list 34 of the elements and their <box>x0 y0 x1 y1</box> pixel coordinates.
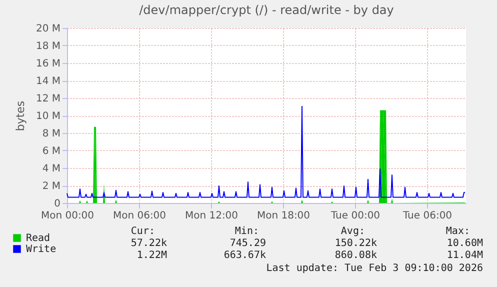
x-tick-label: Mon 06:00 <box>112 210 166 222</box>
y-tick-label: 16 M <box>36 58 60 70</box>
y-tick-label: 2 M <box>42 181 60 192</box>
text: Last update: Tue Feb 3 09:10:00 2026 <box>266 263 483 274</box>
x-tick-label: Tue 06:00 <box>402 210 452 222</box>
text: Min: <box>234 226 259 237</box>
x-tick-label: Tue 00:00 <box>330 210 380 222</box>
y-tick-label: 0 <box>54 198 60 210</box>
text: Cur: <box>130 226 155 237</box>
text: 57.22k <box>130 238 167 249</box>
legend-label: Write <box>26 244 56 255</box>
chart-title: /dev/mapper/crypt (/) - read/write - by day <box>139 3 394 17</box>
y-tick-label: 12 M <box>36 94 60 104</box>
text: 860.08k <box>334 250 377 261</box>
y-tick-label: 10 M <box>36 111 60 122</box>
y-tick-label: 8 M <box>42 128 60 140</box>
text: 663.67k <box>224 250 266 261</box>
y-tick-label: 4 M <box>42 164 60 174</box>
x-tick-label: Mon 12:00 <box>184 210 238 222</box>
text: 745.29 <box>230 238 266 249</box>
text: Max: <box>446 226 470 237</box>
text: Avg: <box>340 226 365 237</box>
legend-label: Read <box>26 233 50 244</box>
text: 10.60M <box>446 238 483 249</box>
x-tick-label: Mon 00:00 <box>40 210 94 222</box>
text: 11.04M <box>446 250 483 261</box>
y-tick-label: 18 M <box>36 41 60 52</box>
y-axis-title: bytes <box>14 100 27 132</box>
y-tick-label: 20 M <box>36 24 60 34</box>
y-tick-label: 14 M <box>36 76 60 87</box>
text: 1.22M <box>136 250 167 261</box>
y-tick-label: 6 M <box>42 146 60 157</box>
text: 150.22k <box>334 238 377 249</box>
x-tick-label: Mon 18:00 <box>256 210 310 222</box>
